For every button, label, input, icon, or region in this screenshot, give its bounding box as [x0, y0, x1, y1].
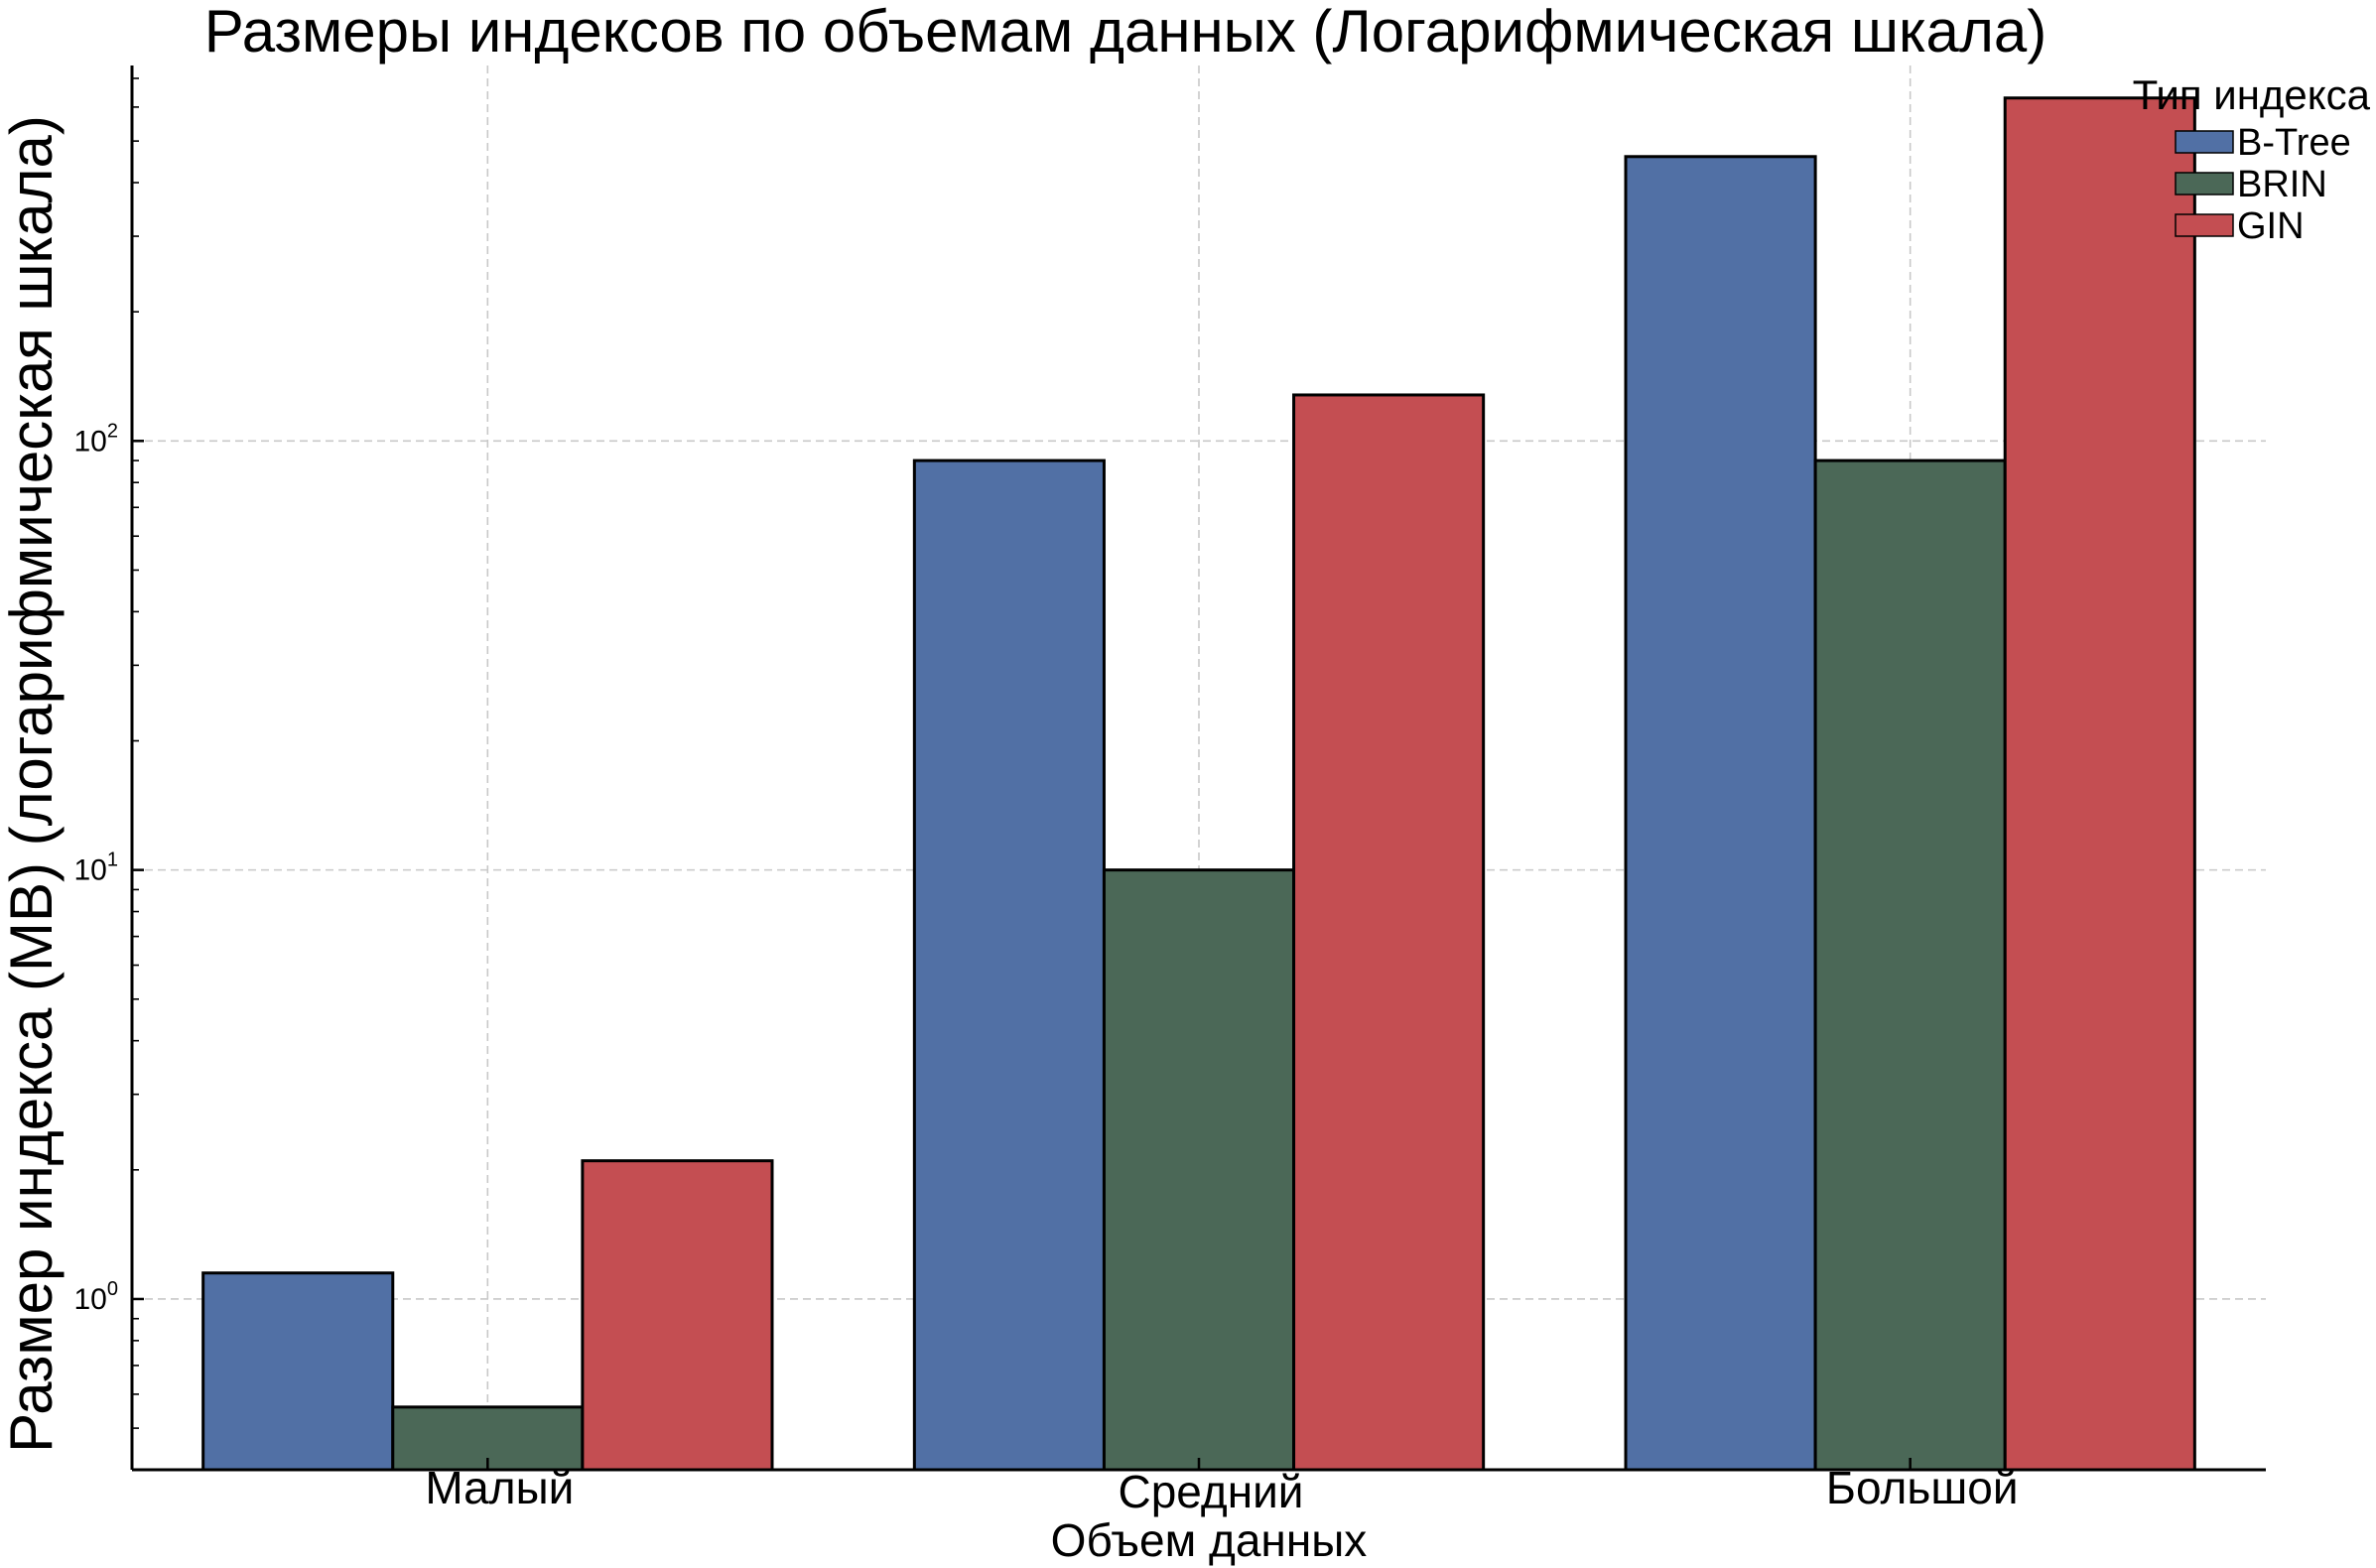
tick-labels: 100 101 102 Малый Средний Большой — [74, 77, 2019, 1517]
bar-gin-2 — [1292, 393, 1486, 1472]
legend-swatch-brin — [2175, 172, 2234, 196]
bar-b-tree-3 — [1624, 155, 1817, 1472]
bar-brin-2 — [1102, 868, 1296, 1472]
bar-b-tree-2 — [912, 458, 1106, 1472]
y-tick-label: 100 — [74, 1278, 119, 1316]
x-tick-label: Большой — [1826, 1462, 2019, 1513]
bar-b-tree-1 — [201, 1271, 395, 1472]
y-axis-label: Размер индекса (MB) (логарифмическая шка… — [0, 115, 65, 1453]
legend-label-gin: GIN — [2237, 205, 2305, 247]
legend-title: Тип индекса — [2133, 71, 2371, 118]
y-tick-label: 101 — [74, 849, 119, 887]
bars — [201, 96, 2196, 1472]
bar-gin-3 — [2003, 96, 2196, 1472]
y-tick-label: 102 — [74, 420, 119, 457]
legend-label-b-tree: B-Tree — [2237, 122, 2351, 164]
chart-title: Размеры индексов по объемам данных (Лога… — [204, 0, 2047, 65]
x-axis-label: Объем данных — [1051, 1514, 1368, 1566]
legend-swatch-gin — [2175, 213, 2234, 237]
bar-gin-1 — [581, 1159, 774, 1472]
bar-brin-3 — [1813, 458, 2007, 1472]
legend-label-brin: BRIN — [2237, 164, 2327, 205]
legend-swatch-b-tree — [2175, 130, 2234, 154]
x-tick-label: Малый — [425, 1462, 574, 1513]
x-tick-label: Средний — [1118, 1466, 1303, 1517]
